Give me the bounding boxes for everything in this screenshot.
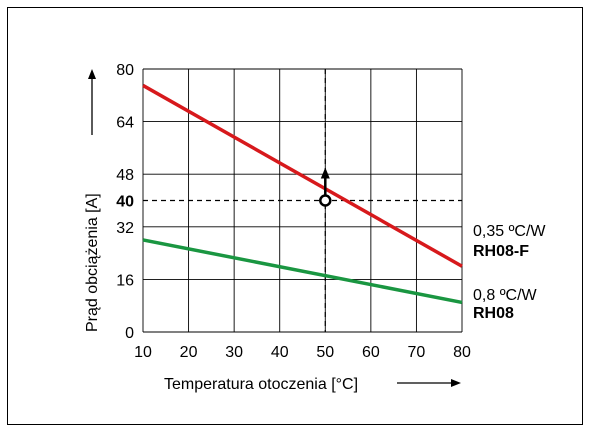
series-line-rh08-f xyxy=(142,83,463,268)
series-group xyxy=(142,83,463,305)
x-tick-label-2: 30 xyxy=(225,344,243,361)
marker-y-tick-label: 40 xyxy=(116,194,134,211)
y-tick-label-2: 32 xyxy=(116,220,134,237)
x-tick-label-4: 50 xyxy=(316,344,334,361)
y-tick-label-4: 64 xyxy=(116,115,134,132)
marker-arrowhead xyxy=(320,167,330,179)
marker-point xyxy=(319,194,332,207)
y-tick-label-1: 16 xyxy=(116,272,134,289)
marker xyxy=(319,167,332,207)
y-tick-label-5: 80 xyxy=(116,62,134,79)
series-name-rh08: RH08 xyxy=(473,305,514,322)
y-tick-label-3: 48 xyxy=(116,167,134,184)
y-axis-arrowhead xyxy=(88,69,96,79)
x-tick-labels: 10 20 30 40 50 60 70 80 xyxy=(134,344,471,361)
x-axis-arrowhead xyxy=(451,379,461,387)
series-name-rh08-f: RH08-F xyxy=(473,243,529,260)
x-tick-label-5: 60 xyxy=(362,344,380,361)
x-tick-label-1: 20 xyxy=(180,344,198,361)
y-tick-label-0: 0 xyxy=(125,325,134,342)
x-tick-label-3: 40 xyxy=(271,344,289,361)
x-axis-label: Temperatura otoczenia [°C] xyxy=(164,376,358,393)
y-axis-label: Prąd obciążenia [A] xyxy=(84,193,101,332)
y-tick-labels: 0 16 32 48 64 80 40 xyxy=(116,62,134,342)
x-tick-label-7: 80 xyxy=(453,344,471,361)
x-tick-label-0: 10 xyxy=(134,344,152,361)
x-tick-label-6: 70 xyxy=(408,344,426,361)
marker-lines xyxy=(143,69,462,332)
series-note-rh08: 0,8 ºC/W xyxy=(473,287,538,304)
series-note-rh08-f: 0,35 ºC/W xyxy=(473,223,546,240)
series-line-rh08 xyxy=(142,238,463,305)
